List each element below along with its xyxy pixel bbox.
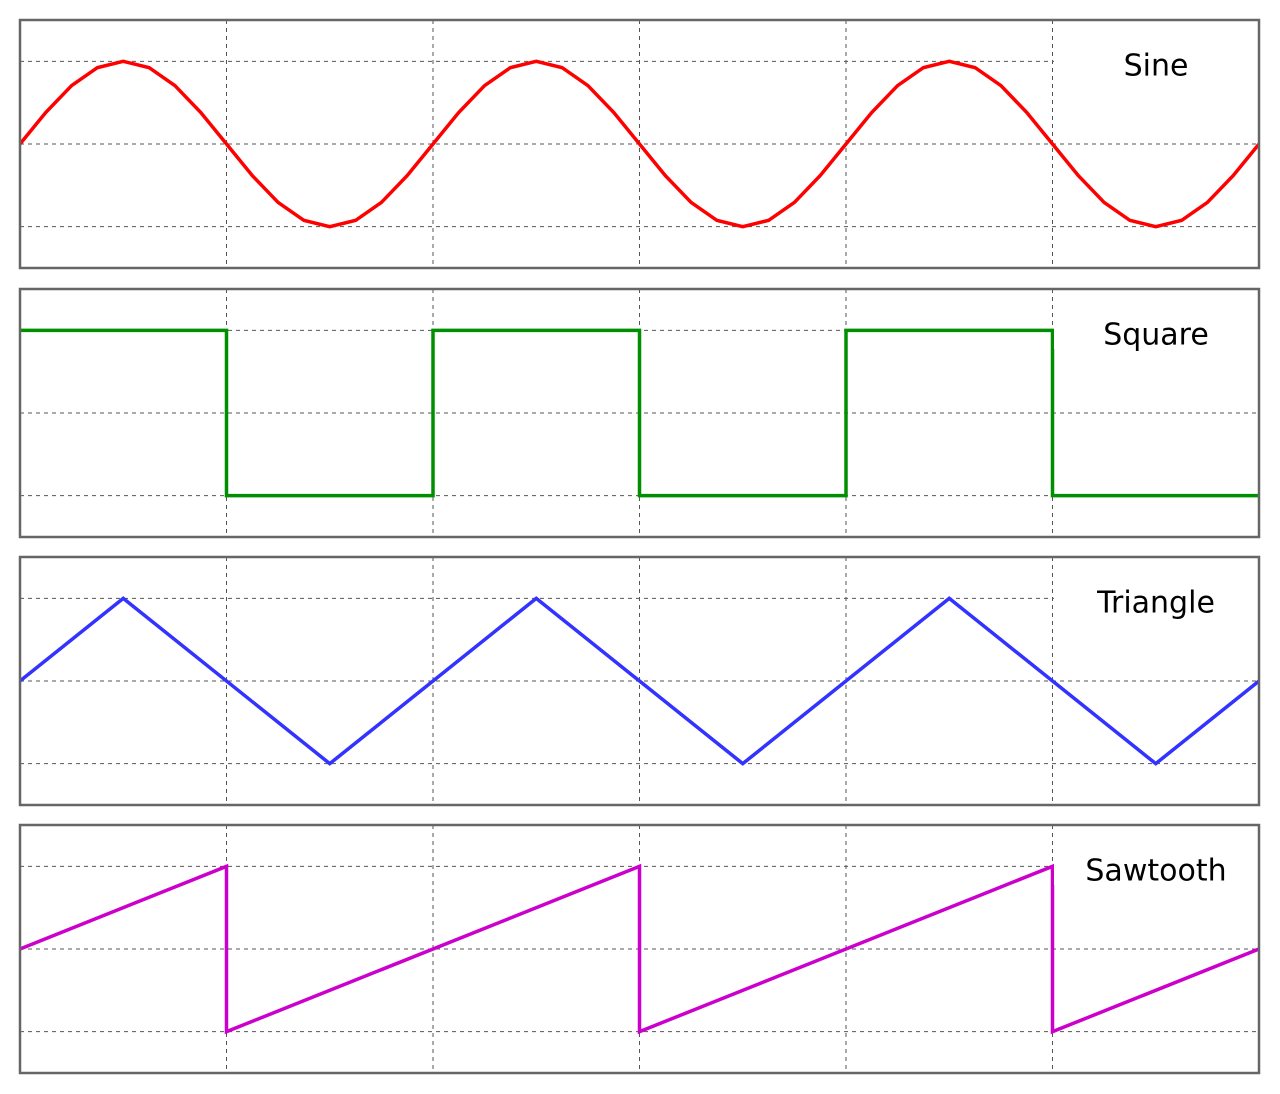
panel-title: Square bbox=[1103, 318, 1209, 353]
panel-frame bbox=[18, 18, 1261, 270]
panel-title: Triangle bbox=[1096, 586, 1215, 621]
waveform bbox=[19, 863, 1260, 1035]
panel-frame bbox=[18, 823, 1261, 1075]
panel-title: Sine bbox=[1124, 49, 1189, 84]
label-background bbox=[1054, 291, 1257, 349]
waveform bbox=[20, 328, 1259, 498]
label-background bbox=[1054, 827, 1257, 885]
waveform bbox=[18, 596, 1261, 766]
label-background bbox=[1054, 22, 1257, 80]
panel-frame bbox=[18, 287, 1261, 539]
waveform bbox=[18, 59, 1261, 229]
label-background bbox=[1054, 559, 1257, 617]
panel-title: Sawtooth bbox=[1085, 854, 1226, 889]
panel-frame bbox=[18, 555, 1261, 807]
